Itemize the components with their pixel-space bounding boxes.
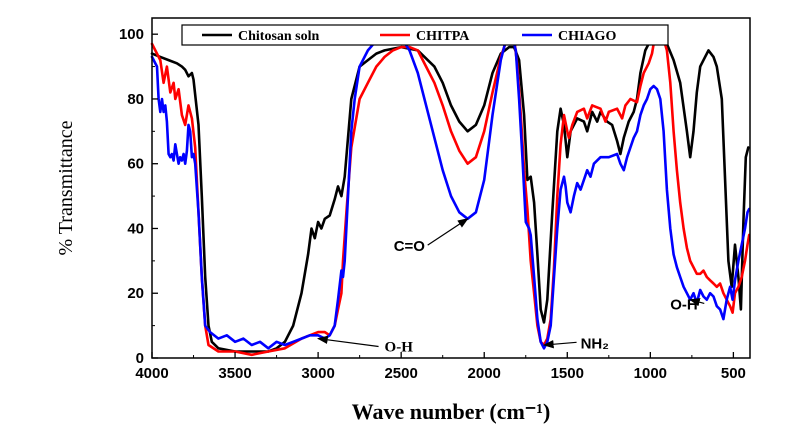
x-tick-label: 3500 xyxy=(218,365,251,382)
x-tick-label: 1000 xyxy=(634,365,667,382)
plot-frame xyxy=(151,17,751,359)
x-tick-label: 4000 xyxy=(135,365,168,382)
x-axis-title: Wave number (cm⁻¹) xyxy=(352,399,551,424)
annotation-arrow xyxy=(316,335,379,348)
y-tick-label: 0 xyxy=(136,350,144,367)
annotation-label: C=O xyxy=(394,238,426,255)
x-tick-label: 2000 xyxy=(468,365,501,382)
y-tick-label: 60 xyxy=(127,156,144,173)
y-tick-label: 20 xyxy=(127,285,144,302)
annotation-label: O-H xyxy=(670,296,698,313)
annotation-label: O-H xyxy=(385,340,414,356)
legend-label: Chitosan soln xyxy=(238,29,320,44)
series-line-chitpa xyxy=(150,32,751,357)
annotation-arrow xyxy=(427,218,469,246)
annotation-label: NH₂ xyxy=(581,335,609,352)
legend-box xyxy=(181,24,669,46)
legend-label: CHITPA xyxy=(416,29,470,44)
plot-area xyxy=(150,17,751,359)
legend: Chitosan soln CHITPA CHIAGO xyxy=(181,24,669,46)
y-axis-title: % Transmittance xyxy=(55,120,77,255)
annotation-arrow xyxy=(689,298,705,307)
y-tick-label: 40 xyxy=(127,220,144,237)
y-tick-label: 100 xyxy=(119,26,144,43)
x-tick-label: 1500 xyxy=(551,365,584,382)
y-axis: 0 20 40 60 80 100 xyxy=(119,26,158,367)
legend-label: CHIAGO xyxy=(558,29,616,44)
y-tick-label: 80 xyxy=(127,91,144,108)
x-tick-label: 500 xyxy=(721,365,746,382)
x-axis: 4000 3500 3000 2500 2000 1500 1000 500 xyxy=(135,352,746,382)
x-tick-label: 3000 xyxy=(301,365,334,382)
x-tick-label: 2500 xyxy=(384,365,417,382)
annotation-layer: C=O O-H NH₂ O-H xyxy=(316,218,705,356)
annotation-arrow xyxy=(542,340,577,349)
plot-background xyxy=(152,18,750,358)
